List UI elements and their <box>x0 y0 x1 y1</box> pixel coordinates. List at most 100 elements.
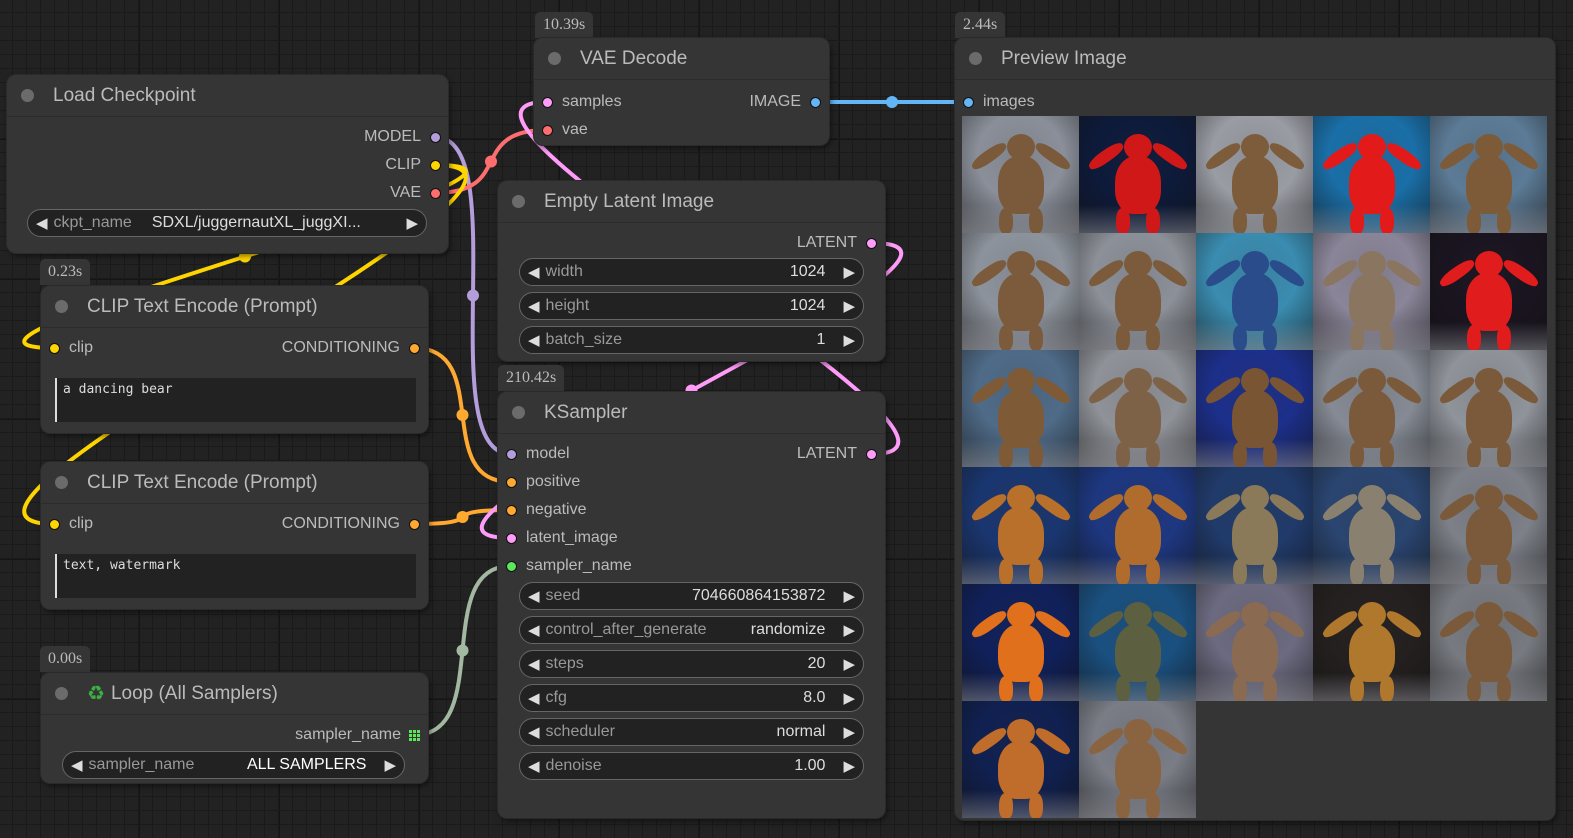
ckpt-name-combo[interactable]: ◀ ckpt_name SDXL/juggernautXL_juggXI... ▶ <box>27 209 427 237</box>
slot-dot[interactable] <box>866 448 877 460</box>
preview-image-thumbnail[interactable] <box>1430 584 1547 701</box>
node-empty-latent-image[interactable]: Empty Latent Image LATENT ◀ width 1024 ▶ ◀ he… <box>498 181 885 361</box>
collapse-dot[interactable] <box>969 52 982 65</box>
link-midpoint-handle[interactable] <box>467 289 479 302</box>
preview-image-thumbnail[interactable] <box>962 467 1079 584</box>
preview-image-thumbnail[interactable] <box>1430 467 1547 584</box>
preview-image-thumbnail[interactable] <box>1313 116 1430 233</box>
output-latent[interactable]: LATENT <box>797 444 877 464</box>
widget-batch-size[interactable]: ◀ batch_size 1 ▶ <box>519 326 864 354</box>
node-preview-image[interactable]: Preview Image images <box>955 38 1555 820</box>
arrow-right-icon[interactable]: ▶ <box>843 656 855 673</box>
widget-width[interactable]: ◀ width 1024 ▶ <box>519 258 864 286</box>
arrow-right-icon[interactable]: ▶ <box>843 588 855 605</box>
output-vae[interactable]: VAE <box>390 183 441 203</box>
arrow-right-icon[interactable]: ▶ <box>843 332 855 349</box>
arrow-right-icon[interactable]: ▶ <box>843 724 855 741</box>
slot-dot[interactable] <box>542 124 553 136</box>
preview-image-thumbnail[interactable] <box>962 233 1079 350</box>
input-latent-image[interactable]: latent_image <box>506 528 618 548</box>
collapse-dot[interactable] <box>548 52 561 65</box>
slot-dot[interactable] <box>430 187 441 199</box>
arrow-left-icon[interactable]: ◀ <box>528 332 540 349</box>
slot-dot[interactable] <box>49 518 60 530</box>
node-title[interactable]: Empty Latent Image <box>498 181 885 223</box>
preview-image-thumbnail[interactable] <box>1079 350 1196 467</box>
preview-image-thumbnail[interactable] <box>1079 584 1196 701</box>
arrow-left-icon[interactable]: ◀ <box>528 298 540 315</box>
preview-image-thumbnail[interactable] <box>1196 467 1313 584</box>
preview-image-thumbnail[interactable] <box>1313 350 1430 467</box>
node-vae-decode[interactable]: VAE Decode samples vae IMAGE <box>534 38 829 145</box>
arrow-right-icon[interactable]: ▶ <box>843 298 855 315</box>
slot-dot[interactable] <box>963 96 974 108</box>
node-title[interactable]: Load Checkpoint <box>7 75 448 117</box>
arrow-left-icon[interactable]: ◀ <box>528 264 540 281</box>
input-model[interactable]: model <box>506 444 570 464</box>
widget-cfg[interactable]: ◀ cfg 8.0 ▶ <box>519 684 864 712</box>
arrow-left-icon[interactable]: ◀ <box>528 690 540 707</box>
link-midpoint-handle[interactable] <box>886 96 898 108</box>
link-midpoint-handle[interactable] <box>456 644 469 657</box>
input-negative[interactable]: negative <box>506 500 587 520</box>
preview-image-thumbnail[interactable] <box>1196 116 1313 233</box>
preview-image-thumbnail[interactable] <box>1079 116 1196 233</box>
sampler-name-combo[interactable]: ◀ sampler_name ALL SAMPLERS ▶ <box>62 751 405 779</box>
node-title[interactable]: ♻ Loop (All Samplers) <box>41 673 428 715</box>
preview-image-thumbnail[interactable] <box>1313 467 1430 584</box>
output-latent[interactable]: LATENT <box>797 233 877 253</box>
preview-image-thumbnail[interactable] <box>962 701 1079 818</box>
preview-image-thumbnail[interactable] <box>1430 350 1547 467</box>
preview-image-thumbnail[interactable] <box>962 584 1079 701</box>
slot-dot[interactable] <box>506 560 517 572</box>
slot-dot[interactable] <box>506 532 517 544</box>
link-midpoint-handle[interactable] <box>239 250 251 263</box>
arrow-right-icon[interactable]: ▶ <box>843 264 855 281</box>
widget-seed[interactable]: ◀ seed 704660864153872 ▶ <box>519 582 864 610</box>
preview-image-thumbnail[interactable] <box>1196 584 1313 701</box>
output-conditioning[interactable]: CONDITIONING <box>282 338 420 358</box>
arrow-left-icon[interactable]: ◀ <box>71 757 83 774</box>
slot-dot[interactable] <box>542 96 553 108</box>
slot-dot[interactable] <box>409 342 420 354</box>
preview-image-thumbnail[interactable] <box>962 350 1079 467</box>
slot-dot[interactable] <box>506 476 517 488</box>
slot-dot[interactable] <box>810 96 821 108</box>
arrow-left-icon[interactable]: ◀ <box>528 758 540 775</box>
preview-image-thumbnail[interactable] <box>1196 350 1313 467</box>
prompt-textarea[interactable]: text, watermark <box>55 554 416 598</box>
node-loop-all-samplers[interactable]: ♻ Loop (All Samplers) sampler_name ◀ sampl… <box>41 673 428 783</box>
output-clip[interactable]: CLIP <box>385 155 441 175</box>
output-sampler-name[interactable]: sampler_name <box>295 725 420 745</box>
slot-dot[interactable] <box>866 237 877 249</box>
slot-dot[interactable] <box>506 448 517 460</box>
input-vae[interactable]: vae <box>542 120 588 140</box>
widget-control-after-generate[interactable]: ◀ control_after_generate randomize ▶ <box>519 616 864 644</box>
node-clip-text-encode-positive[interactable]: CLIP Text Encode (Prompt) clip CONDITION… <box>41 286 428 433</box>
link-midpoint-handle[interactable] <box>456 409 469 421</box>
grid-slot-icon[interactable] <box>409 729 420 741</box>
collapse-dot[interactable] <box>55 300 68 313</box>
node-title[interactable]: KSampler <box>498 392 885 434</box>
widget-steps[interactable]: ◀ steps 20 ▶ <box>519 650 864 678</box>
input-positive[interactable]: positive <box>506 472 580 492</box>
output-conditioning[interactable]: CONDITIONING <box>282 514 420 534</box>
arrow-right-icon[interactable]: ▶ <box>384 757 396 774</box>
node-title[interactable]: CLIP Text Encode (Prompt) <box>41 462 428 504</box>
slot-dot[interactable] <box>430 131 441 143</box>
link-midpoint-handle[interactable] <box>456 511 469 523</box>
widget-scheduler[interactable]: ◀ scheduler normal ▶ <box>519 718 864 746</box>
preview-image-thumbnail[interactable] <box>1313 584 1430 701</box>
preview-image-thumbnail[interactable] <box>962 116 1079 233</box>
collapse-dot[interactable] <box>55 476 68 489</box>
arrow-left-icon[interactable]: ◀ <box>528 724 540 741</box>
collapse-dot[interactable] <box>512 195 525 208</box>
arrow-left-icon[interactable]: ◀ <box>36 215 48 232</box>
arrow-right-icon[interactable]: ▶ <box>406 215 418 232</box>
arrow-right-icon[interactable]: ▶ <box>843 622 855 639</box>
prompt-textarea[interactable]: a dancing bear <box>55 378 416 422</box>
widget-denoise[interactable]: ◀ denoise 1.00 ▶ <box>519 752 864 780</box>
arrow-right-icon[interactable]: ▶ <box>843 758 855 775</box>
preview-image-thumbnail[interactable] <box>1079 701 1196 818</box>
collapse-dot[interactable] <box>55 687 68 700</box>
